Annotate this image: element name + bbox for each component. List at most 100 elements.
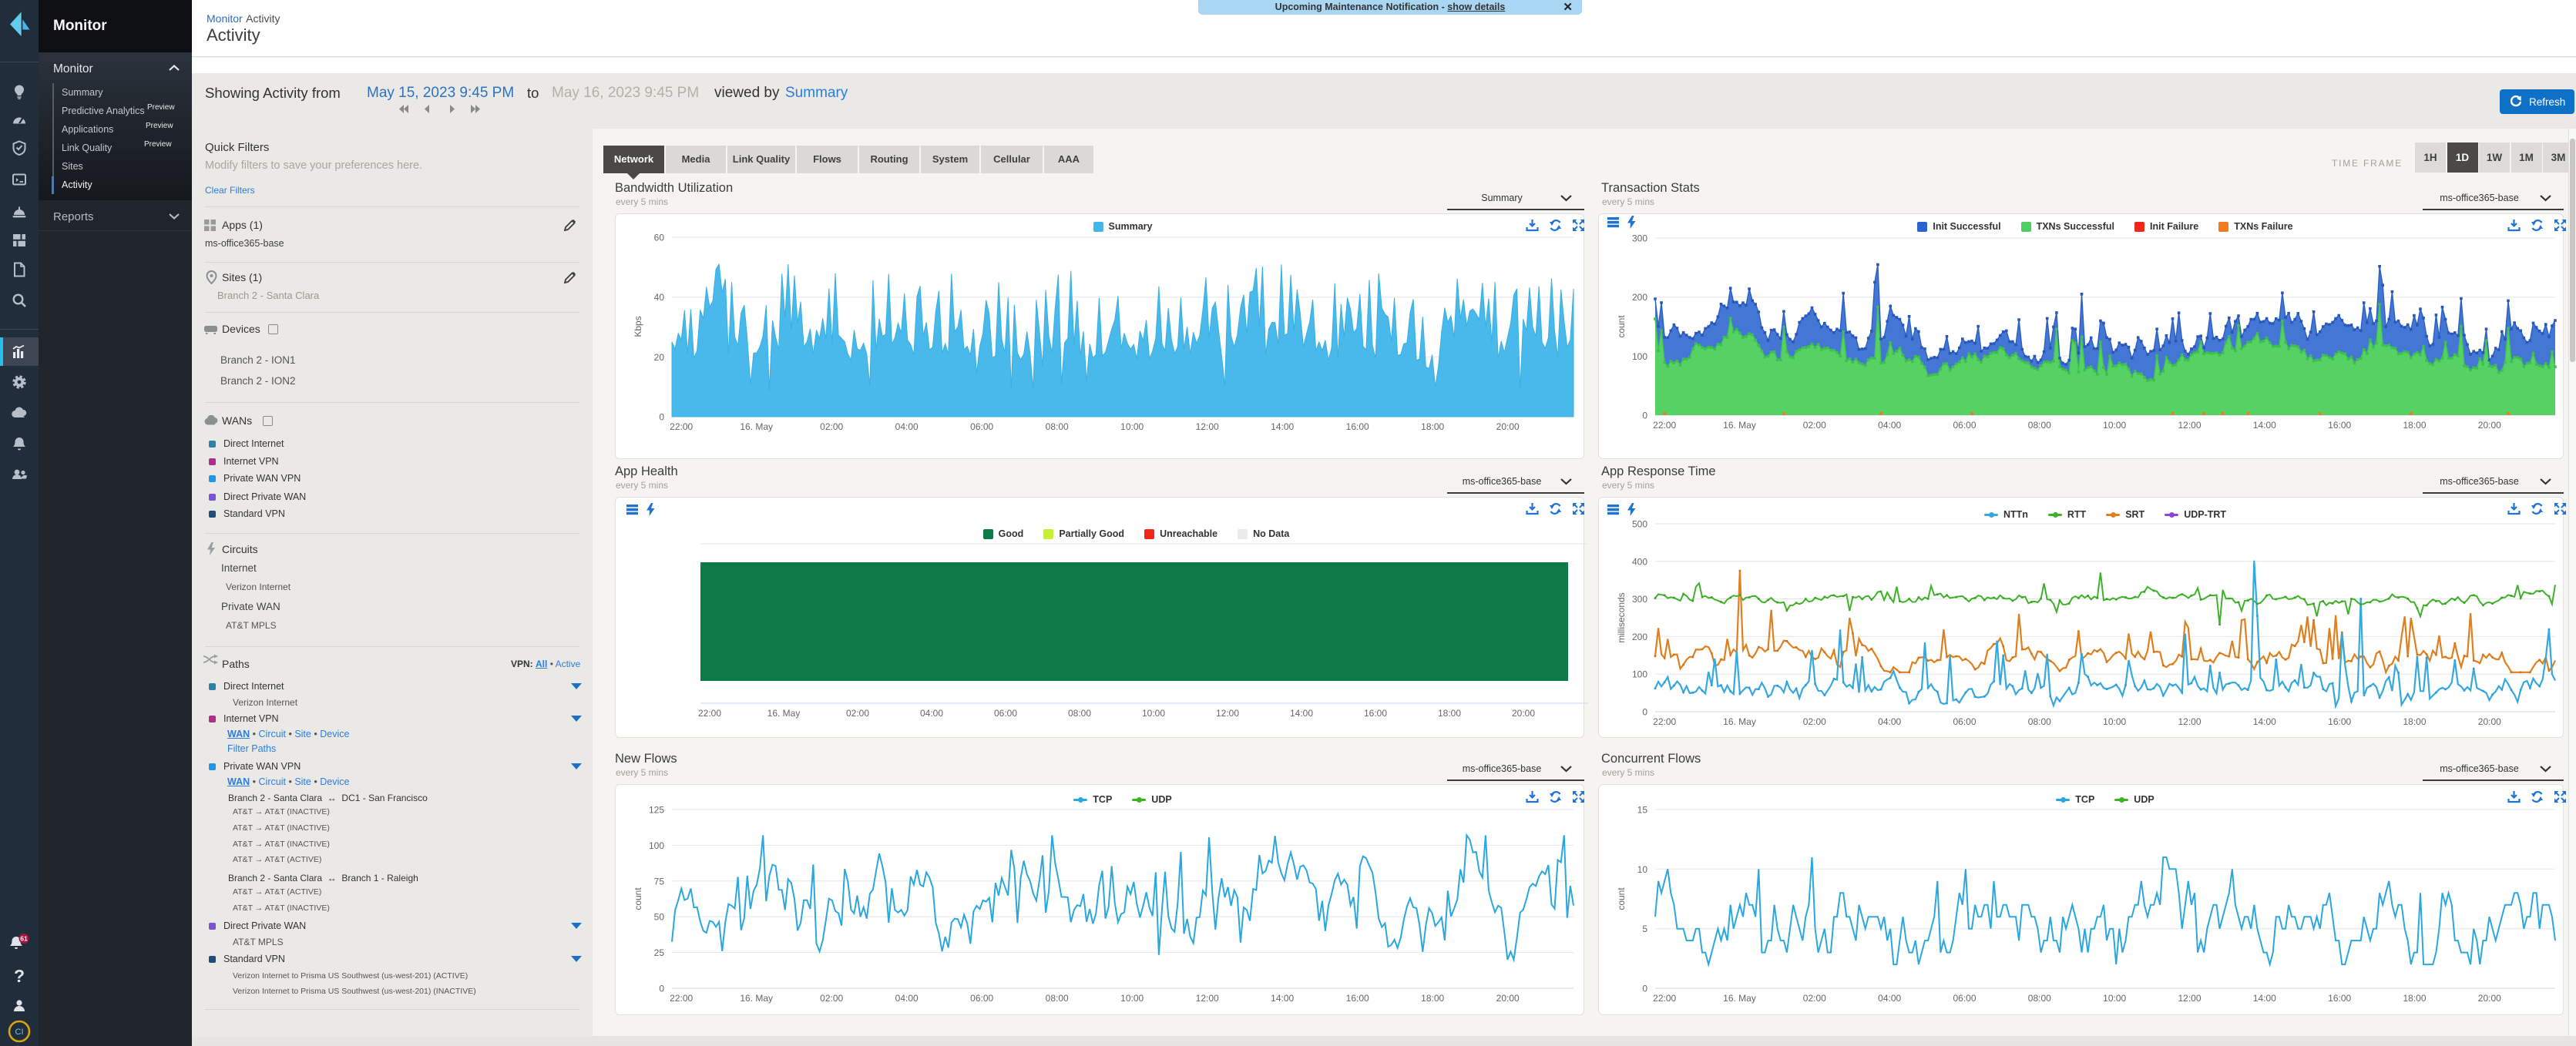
svg-text:18:00: 18:00 xyxy=(2403,716,2426,727)
svg-text:16:00: 16:00 xyxy=(1346,993,1369,1004)
svg-text:15: 15 xyxy=(1637,805,1648,816)
svg-text:06:00: 06:00 xyxy=(1953,716,1976,727)
svg-text:20:00: 20:00 xyxy=(2478,993,2501,1004)
svg-text:04:00: 04:00 xyxy=(895,421,919,432)
svg-text:5: 5 xyxy=(1642,924,1647,934)
svg-text:200: 200 xyxy=(1632,632,1647,642)
svg-text:16. May: 16. May xyxy=(767,708,801,719)
svg-text:14:00: 14:00 xyxy=(1290,708,1313,719)
svg-text:22:00: 22:00 xyxy=(670,421,693,432)
svg-text:20: 20 xyxy=(654,352,665,363)
svg-text:60: 60 xyxy=(654,233,665,243)
svg-text:16. May: 16. May xyxy=(740,421,773,432)
svg-text:18:00: 18:00 xyxy=(2403,420,2426,431)
svg-text:22:00: 22:00 xyxy=(1653,716,1676,727)
svg-text:08:00: 08:00 xyxy=(1068,708,1091,719)
svg-text:10:00: 10:00 xyxy=(2103,420,2126,431)
svg-text:100: 100 xyxy=(1632,669,1647,680)
svg-text:22:00: 22:00 xyxy=(1653,420,1676,431)
svg-text:300: 300 xyxy=(1632,594,1647,605)
svg-text:22:00: 22:00 xyxy=(670,993,693,1004)
svg-text:0: 0 xyxy=(1642,984,1647,994)
svg-text:14:00: 14:00 xyxy=(1271,421,1294,432)
svg-text:10:00: 10:00 xyxy=(2103,993,2126,1004)
svg-text:08:00: 08:00 xyxy=(2028,716,2051,727)
svg-text:milliseconds: milliseconds xyxy=(1616,592,1627,642)
svg-text:125: 125 xyxy=(649,805,664,816)
svg-text:18:00: 18:00 xyxy=(1438,708,1461,719)
svg-text:16:00: 16:00 xyxy=(1346,421,1369,432)
svg-text:Kbps: Kbps xyxy=(633,316,643,337)
svg-text:10:00: 10:00 xyxy=(1142,708,1165,719)
svg-text:22:00: 22:00 xyxy=(698,708,721,719)
svg-text:16. May: 16. May xyxy=(740,993,773,1004)
svg-text:18:00: 18:00 xyxy=(2403,993,2426,1004)
svg-text:16:00: 16:00 xyxy=(2328,993,2351,1004)
svg-text:08:00: 08:00 xyxy=(1046,421,1069,432)
svg-text:10:00: 10:00 xyxy=(1120,993,1144,1004)
svg-text:300: 300 xyxy=(1632,233,1647,244)
svg-text:75: 75 xyxy=(654,876,665,887)
svg-text:10:00: 10:00 xyxy=(1120,421,1144,432)
svg-text:16. May: 16. May xyxy=(1723,716,1756,727)
svg-text:25: 25 xyxy=(654,947,665,958)
svg-text:04:00: 04:00 xyxy=(920,708,943,719)
svg-text:08:00: 08:00 xyxy=(2028,993,2051,1004)
svg-text:12:00: 12:00 xyxy=(1196,421,1219,432)
svg-text:22:00: 22:00 xyxy=(1653,993,1676,1004)
svg-text:61: 61 xyxy=(20,935,28,943)
svg-text:16. May: 16. May xyxy=(1723,993,1756,1004)
svg-text:04:00: 04:00 xyxy=(1878,716,1901,727)
svg-text:0: 0 xyxy=(659,984,664,994)
svg-text:20:00: 20:00 xyxy=(2478,420,2501,431)
svg-text:count: count xyxy=(1616,887,1627,910)
svg-text:12:00: 12:00 xyxy=(1196,993,1219,1004)
svg-text:14:00: 14:00 xyxy=(1271,993,1294,1004)
svg-text:14:00: 14:00 xyxy=(2253,420,2276,431)
svg-text:02:00: 02:00 xyxy=(1803,716,1826,727)
svg-text:20:00: 20:00 xyxy=(1496,993,1520,1004)
svg-text:12:00: 12:00 xyxy=(2178,716,2201,727)
svg-text:02:00: 02:00 xyxy=(1803,993,1826,1004)
svg-text:40: 40 xyxy=(654,292,665,303)
svg-text:500: 500 xyxy=(1632,519,1647,530)
svg-text:16:00: 16:00 xyxy=(1364,708,1387,719)
svg-text:18:00: 18:00 xyxy=(1421,993,1444,1004)
svg-text:06:00: 06:00 xyxy=(970,421,993,432)
svg-text:04:00: 04:00 xyxy=(1878,993,1901,1004)
svg-text:06:00: 06:00 xyxy=(970,993,993,1004)
svg-text:14:00: 14:00 xyxy=(2253,993,2276,1004)
svg-text:02:00: 02:00 xyxy=(820,993,843,1004)
svg-text:10: 10 xyxy=(1637,864,1648,875)
svg-text:08:00: 08:00 xyxy=(2028,420,2051,431)
svg-text:12:00: 12:00 xyxy=(2178,420,2201,431)
svg-text:12:00: 12:00 xyxy=(2178,993,2201,1004)
svg-text:CI: CI xyxy=(15,1028,24,1037)
svg-text:16. May: 16. May xyxy=(1723,420,1756,431)
svg-text:100: 100 xyxy=(649,840,664,851)
svg-text:count: count xyxy=(633,887,643,910)
svg-text:100: 100 xyxy=(1632,351,1647,362)
svg-text:20:00: 20:00 xyxy=(1512,708,1535,719)
svg-text:06:00: 06:00 xyxy=(1953,993,1976,1004)
svg-text:04:00: 04:00 xyxy=(1878,420,1901,431)
svg-text:08:00: 08:00 xyxy=(1046,993,1069,1004)
svg-text:02:00: 02:00 xyxy=(846,708,869,719)
svg-text:02:00: 02:00 xyxy=(1803,420,1826,431)
svg-text:16:00: 16:00 xyxy=(2328,420,2351,431)
svg-text:0: 0 xyxy=(1642,707,1647,718)
svg-text:10:00: 10:00 xyxy=(2103,716,2126,727)
svg-text:20:00: 20:00 xyxy=(2478,716,2501,727)
svg-text:06:00: 06:00 xyxy=(1953,420,1976,431)
svg-text:0: 0 xyxy=(659,412,664,423)
svg-text:400: 400 xyxy=(1632,556,1647,567)
svg-text:04:00: 04:00 xyxy=(895,993,919,1004)
svg-text:0: 0 xyxy=(1642,411,1647,421)
svg-text:12:00: 12:00 xyxy=(1216,708,1239,719)
svg-text:18:00: 18:00 xyxy=(1421,421,1444,432)
svg-text:200: 200 xyxy=(1632,292,1647,303)
svg-text:20:00: 20:00 xyxy=(1496,421,1520,432)
svg-text:count: count xyxy=(1616,315,1627,338)
svg-text:06:00: 06:00 xyxy=(994,708,1017,719)
svg-text:16:00: 16:00 xyxy=(2328,716,2351,727)
